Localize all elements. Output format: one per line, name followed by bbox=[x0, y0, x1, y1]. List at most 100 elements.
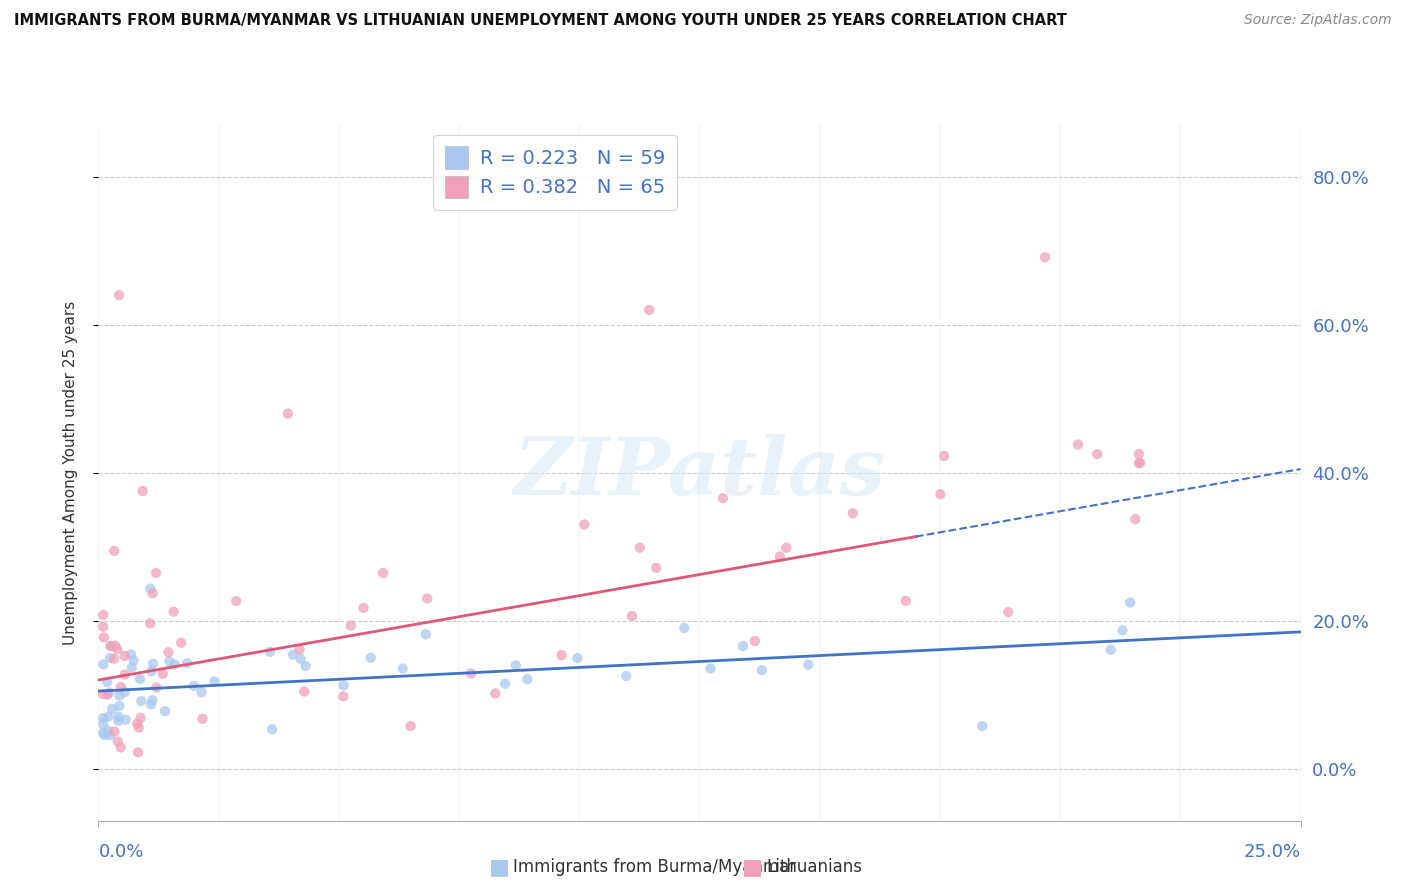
Point bbox=[339, 618, 361, 632]
Point bbox=[997, 605, 1019, 619]
Point bbox=[114, 685, 136, 699]
Point bbox=[139, 582, 162, 596]
Point bbox=[96, 674, 118, 689]
Point bbox=[108, 698, 131, 713]
Point bbox=[638, 302, 661, 317]
Point bbox=[105, 642, 128, 657]
Point bbox=[288, 642, 311, 657]
Point bbox=[1125, 512, 1147, 526]
Text: Source: ZipAtlas.com: Source: ZipAtlas.com bbox=[1244, 13, 1392, 28]
Point bbox=[190, 685, 212, 699]
Point bbox=[103, 544, 125, 558]
Text: Immigrants from Burma/Myanmar: Immigrants from Burma/Myanmar bbox=[513, 858, 796, 876]
Point bbox=[98, 685, 121, 699]
Point bbox=[114, 667, 136, 681]
Point bbox=[108, 288, 131, 302]
Point bbox=[371, 566, 394, 580]
Point bbox=[142, 586, 165, 600]
Point bbox=[574, 517, 596, 532]
Point bbox=[97, 709, 120, 723]
Point bbox=[98, 651, 121, 665]
Point bbox=[142, 657, 165, 671]
Point bbox=[145, 566, 167, 580]
Point bbox=[929, 487, 952, 501]
Point bbox=[170, 636, 193, 650]
Point bbox=[131, 483, 153, 498]
Point bbox=[614, 669, 637, 683]
Point bbox=[139, 698, 162, 712]
Point bbox=[110, 740, 132, 755]
Point bbox=[1033, 250, 1056, 264]
Text: ZIPatlas: ZIPatlas bbox=[513, 434, 886, 511]
Point bbox=[484, 686, 506, 700]
Point bbox=[797, 657, 820, 672]
Point bbox=[1067, 437, 1090, 451]
Point bbox=[157, 645, 180, 659]
Point bbox=[259, 645, 281, 659]
Point bbox=[277, 407, 299, 421]
Point bbox=[550, 648, 572, 662]
Point bbox=[191, 712, 214, 726]
Point bbox=[416, 591, 439, 606]
Text: 0.0%: 0.0% bbox=[98, 843, 143, 861]
Point bbox=[292, 684, 315, 698]
Point bbox=[1128, 447, 1150, 461]
Point bbox=[505, 658, 527, 673]
Point bbox=[91, 717, 114, 731]
Point bbox=[621, 609, 644, 624]
Point bbox=[103, 724, 125, 739]
Point bbox=[108, 689, 131, 703]
Point bbox=[1111, 624, 1133, 638]
Point bbox=[107, 734, 129, 748]
Point bbox=[91, 620, 114, 634]
Text: ■: ■ bbox=[742, 857, 762, 877]
Point bbox=[91, 711, 114, 725]
Point bbox=[1129, 456, 1152, 470]
Point bbox=[141, 665, 163, 679]
Point bbox=[98, 639, 121, 653]
Point bbox=[332, 690, 354, 704]
Point bbox=[141, 693, 163, 707]
Point bbox=[129, 711, 152, 725]
Point bbox=[91, 657, 114, 672]
Point bbox=[972, 719, 994, 733]
Point bbox=[1128, 456, 1150, 470]
Point bbox=[360, 650, 382, 665]
Point bbox=[176, 656, 198, 670]
Point bbox=[769, 549, 792, 564]
Point bbox=[415, 627, 437, 641]
Point bbox=[153, 704, 176, 718]
Text: 25.0%: 25.0% bbox=[1243, 843, 1301, 861]
Point bbox=[93, 631, 115, 645]
Legend: R = 0.223   N = 59, R = 0.382   N = 65: R = 0.223 N = 59, R = 0.382 N = 65 bbox=[433, 135, 678, 210]
Text: IMMIGRANTS FROM BURMA/MYANMAR VS LITHUANIAN UNEMPLOYMENT AMONG YOUTH UNDER 25 YE: IMMIGRANTS FROM BURMA/MYANMAR VS LITHUAN… bbox=[14, 13, 1067, 29]
Point bbox=[121, 660, 143, 674]
Point bbox=[262, 723, 284, 737]
Point bbox=[290, 652, 312, 666]
Point bbox=[145, 681, 167, 695]
Point bbox=[107, 710, 129, 724]
Text: Lithuanians: Lithuanians bbox=[766, 858, 862, 876]
Point bbox=[894, 594, 917, 608]
Point bbox=[1099, 643, 1122, 657]
Point bbox=[391, 661, 413, 675]
Point bbox=[152, 666, 174, 681]
Point bbox=[775, 541, 797, 555]
Point bbox=[114, 648, 136, 663]
Point bbox=[399, 719, 422, 733]
Point bbox=[131, 694, 153, 708]
Point bbox=[91, 726, 114, 740]
Point bbox=[204, 674, 226, 689]
Point bbox=[110, 680, 132, 694]
Point bbox=[107, 714, 129, 728]
Point bbox=[711, 491, 734, 506]
Point bbox=[93, 728, 115, 742]
Point bbox=[1085, 447, 1108, 461]
Point bbox=[100, 639, 122, 653]
Point bbox=[101, 702, 124, 716]
Point bbox=[225, 594, 247, 608]
Point bbox=[91, 607, 114, 622]
Point bbox=[98, 728, 121, 742]
Point bbox=[163, 657, 186, 672]
Point bbox=[127, 716, 149, 731]
